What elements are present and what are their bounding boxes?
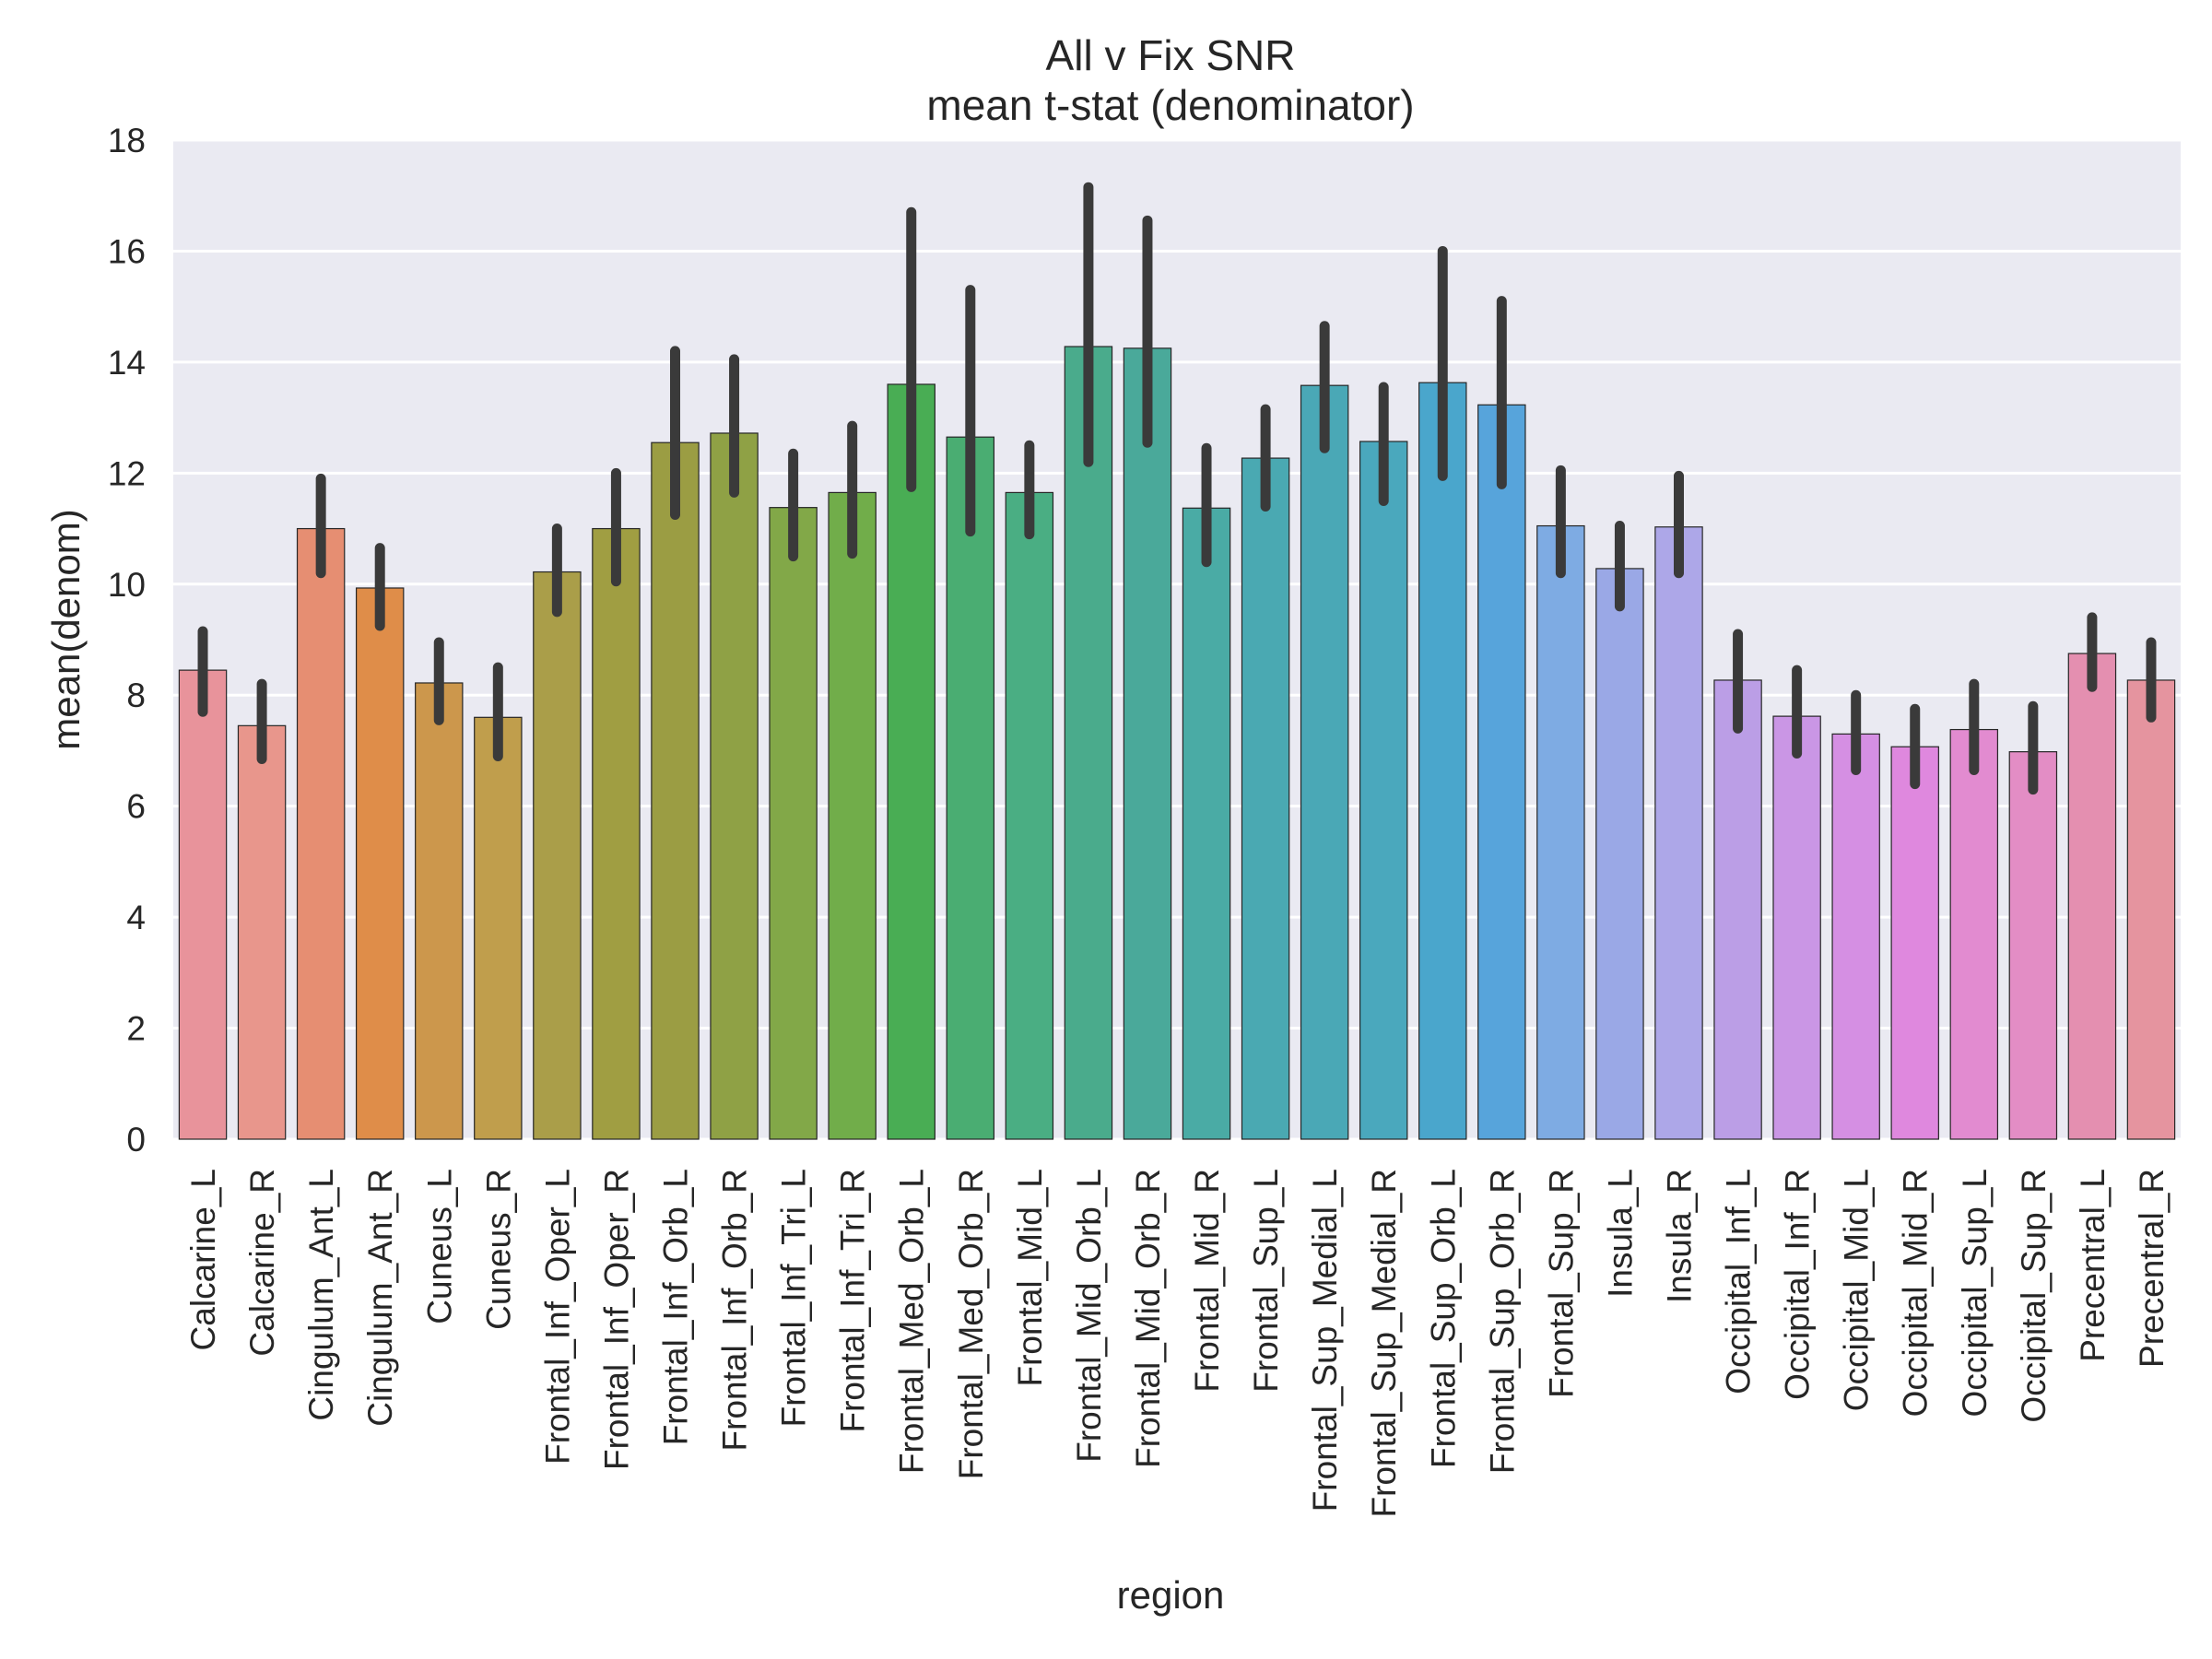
y-tick-label: 6 — [126, 788, 146, 826]
x-tick-label: Frontal_Inf_Tri_L — [775, 1169, 813, 1427]
bar-Frontal_Inf_Orb_R — [710, 432, 759, 1140]
y-tick-label: 12 — [108, 454, 146, 492]
y-tick-label: 0 — [126, 1121, 146, 1159]
y-tick-label: 18 — [108, 122, 146, 159]
bar-Frontal_Med_Orb_L — [887, 383, 935, 1140]
x-tick-label: Cingulum_Ant_R — [361, 1169, 399, 1427]
chart-subtitle: mean t-stat (denominator) — [926, 81, 1414, 129]
x-tick-label: Frontal_Sup_R — [1542, 1169, 1580, 1398]
bar-Frontal_Mid_L — [1005, 491, 1054, 1140]
x-tick-label: Frontal_Sup_L — [1247, 1169, 1285, 1393]
x-tick-label: Frontal_Mid_R — [1188, 1169, 1226, 1393]
x-tick-labels: Calcarine_L Calcarine_R Cingulum_Ant_L Cing… — [184, 1169, 2171, 1517]
error-bars — [197, 182, 2157, 795]
x-tick-label: Occipital_Inf_L — [1720, 1169, 1758, 1394]
bar-Occipital_Inf_L — [1713, 679, 1762, 1140]
x-tick-label: Frontal_Sup_Medial_R — [1365, 1169, 1403, 1517]
bar-Frontal_Sup_Medial_L — [1300, 384, 1349, 1140]
x-tick-label: Occipital_Sup_R — [2015, 1169, 2053, 1423]
bar-Occipital_Sup_L — [1949, 728, 1999, 1140]
bar-Calcarine_R — [237, 724, 287, 1140]
bar-Occipital_Sup_R — [2008, 751, 2058, 1140]
bar-Frontal_Inf_Orb_L — [651, 441, 700, 1140]
y-axis-label: mean(denom) — [44, 509, 88, 749]
y-tick-label: 10 — [108, 566, 146, 604]
x-tick-label: Calcarine_L — [184, 1169, 222, 1350]
x-tick-label: Occipital_Mid_R — [1897, 1169, 1935, 1417]
bar-Occipital_Mid_L — [1831, 733, 1880, 1140]
x-tick-label: Frontal_Inf_Tri_R — [834, 1169, 872, 1433]
bar-Precentral_R — [2126, 679, 2176, 1140]
x-tick-label: Precentral_L — [2074, 1169, 2112, 1362]
bar-Cingulum_Ant_L — [296, 527, 346, 1140]
x-tick-label: Frontal_Sup_Orb_R — [1483, 1169, 1521, 1474]
bar-Calcarine_L — [178, 669, 228, 1140]
bar-Frontal_Inf_Tri_L — [769, 507, 818, 1140]
x-tick-label: Cuneus_L — [420, 1169, 458, 1324]
bar-Frontal_Sup_Medial_R — [1359, 441, 1408, 1140]
x-tick-label: Frontal_Sup_Medial_L — [1306, 1169, 1344, 1512]
x-tick-label: Insula_L — [1601, 1169, 1639, 1298]
bar-Insula_L — [1595, 568, 1644, 1140]
y-tick-label: 16 — [108, 232, 146, 270]
x-tick-label: Insula_R — [1661, 1169, 1699, 1303]
x-tick-label: Frontal_Med_Orb_R — [952, 1169, 990, 1479]
bar-Frontal_Inf_Tri_R — [828, 491, 877, 1140]
bar-Frontal_Inf_Oper_L — [533, 571, 582, 1140]
bar-Insula_R — [1654, 526, 1703, 1140]
x-tick-label: Frontal_Med_Orb_L — [893, 1169, 931, 1474]
x-tick-label: Occipital_Sup_L — [1956, 1169, 1994, 1417]
bar-Cuneus_R — [474, 716, 523, 1140]
y-tick-label: 4 — [126, 899, 146, 936]
bar-Precentral_L — [2067, 653, 2117, 1140]
bars — [178, 346, 2176, 1140]
y-tick-labels: 0 2 4 6 8 10 12 14 16 18 — [108, 122, 146, 1159]
x-axis-label: region — [1117, 1573, 1225, 1617]
x-tick-label: Frontal_Inf_Orb_L — [657, 1169, 695, 1445]
bar-Frontal_Inf_Oper_R — [592, 527, 641, 1140]
bar-Occipital_Mid_R — [1890, 746, 1939, 1140]
x-tick-label: Cingulum_Ant_L — [302, 1169, 340, 1421]
x-tick-label: Frontal_Mid_Orb_R — [1129, 1169, 1167, 1468]
x-tick-label: Frontal_Mid_L — [1011, 1169, 1049, 1387]
x-tick-label: Frontal_Sup_Orb_L — [1424, 1169, 1462, 1468]
bar-Occipital_Inf_R — [1772, 715, 1821, 1140]
bar-Frontal_Mid_Orb_L — [1064, 346, 1113, 1140]
bar-Frontal_Sup_Orb_L — [1418, 382, 1467, 1140]
bar-Frontal_Sup_L — [1241, 457, 1290, 1140]
y-tick-label: 8 — [126, 677, 146, 714]
x-tick-label: Occipital_Mid_L — [1838, 1169, 1876, 1411]
x-tick-label: Occipital_Inf_R — [1779, 1169, 1817, 1400]
bar-Frontal_Sup_Orb_R — [1477, 404, 1526, 1140]
bar-Frontal_Sup_R — [1536, 524, 1585, 1140]
x-tick-label: Frontal_Inf_Orb_R — [716, 1169, 754, 1451]
y-tick-label: 2 — [126, 1010, 146, 1048]
x-tick-label: Frontal_Mid_Orb_L — [1070, 1169, 1108, 1463]
bar-Cuneus_L — [415, 682, 464, 1140]
x-tick-label: Calcarine_R — [243, 1169, 281, 1357]
bar-Cingulum_Ant_R — [355, 587, 405, 1140]
bar-Frontal_Med_Orb_R — [946, 436, 995, 1140]
bar-Frontal_Mid_Orb_R — [1123, 347, 1172, 1140]
x-tick-label: Cuneus_R — [479, 1169, 517, 1330]
x-tick-label: Frontal_Inf_Oper_R — [597, 1169, 635, 1470]
bar-Frontal_Mid_R — [1182, 507, 1231, 1140]
x-tick-label: Precentral_R — [2133, 1169, 2171, 1368]
y-tick-label: 14 — [108, 344, 146, 382]
chart-title: All v Fix SNR — [1046, 31, 1296, 79]
x-tick-label: Frontal_Inf_Oper_L — [538, 1169, 576, 1465]
